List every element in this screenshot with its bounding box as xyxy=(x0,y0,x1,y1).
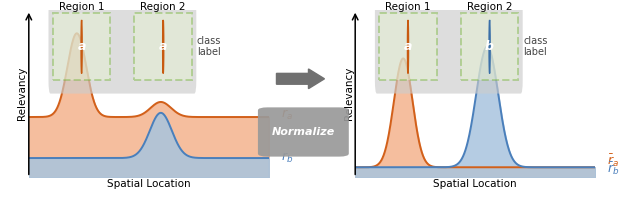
Text: $\bar{r}_a$: $\bar{r}_a$ xyxy=(607,152,620,169)
Text: a: a xyxy=(159,40,168,53)
Y-axis label: Relevancy: Relevancy xyxy=(344,67,354,120)
Text: class
label: class label xyxy=(524,36,548,58)
FancyBboxPatch shape xyxy=(375,0,523,94)
X-axis label: Spatial Location: Spatial Location xyxy=(433,179,517,189)
Ellipse shape xyxy=(81,20,82,73)
Y-axis label: Relevancy: Relevancy xyxy=(17,67,28,120)
Ellipse shape xyxy=(163,20,164,73)
Text: Normalize: Normalize xyxy=(272,127,335,137)
Ellipse shape xyxy=(489,20,490,73)
Text: $r_b$: $r_b$ xyxy=(281,151,293,165)
Text: b: b xyxy=(485,40,494,53)
FancyBboxPatch shape xyxy=(258,107,349,157)
Text: $\bar{r}_b$: $\bar{r}_b$ xyxy=(607,161,620,177)
FancyBboxPatch shape xyxy=(52,13,110,80)
Text: Region 1: Region 1 xyxy=(385,2,431,11)
Text: Region 2: Region 2 xyxy=(140,2,186,11)
Text: class
label: class label xyxy=(197,36,221,58)
FancyArrow shape xyxy=(276,69,324,89)
Text: a: a xyxy=(404,40,412,53)
FancyBboxPatch shape xyxy=(134,13,192,80)
Text: a: a xyxy=(77,40,86,53)
X-axis label: Spatial Location: Spatial Location xyxy=(107,179,191,189)
Text: Region 1: Region 1 xyxy=(59,2,104,11)
FancyBboxPatch shape xyxy=(461,13,518,80)
FancyBboxPatch shape xyxy=(49,0,196,94)
Text: $r_a$: $r_a$ xyxy=(281,108,292,122)
Text: Region 2: Region 2 xyxy=(467,2,513,11)
FancyBboxPatch shape xyxy=(380,13,437,80)
